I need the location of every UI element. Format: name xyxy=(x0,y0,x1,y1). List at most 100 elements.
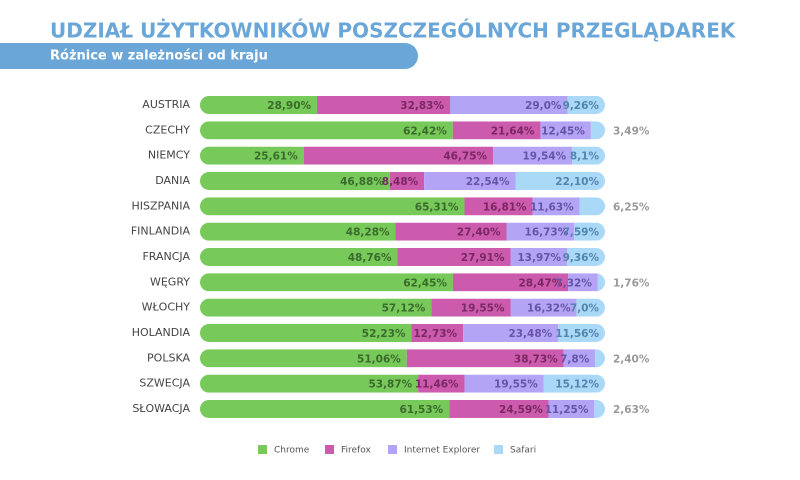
value-label: 28,47% xyxy=(518,277,562,289)
bar-segment xyxy=(303,146,494,165)
bar-segment xyxy=(568,273,598,292)
value-label: 32,83% xyxy=(400,100,444,112)
value-label: 9,26% xyxy=(563,100,600,112)
bar-segment xyxy=(200,146,304,165)
bar-segment xyxy=(590,121,605,140)
legend-swatch xyxy=(494,445,503,454)
value-label: 9,36% xyxy=(563,252,600,264)
bar-segment xyxy=(464,197,533,216)
bar-segment xyxy=(576,298,605,317)
category-label: WĘGRY xyxy=(150,275,190,288)
value-label: 57,12% xyxy=(382,303,426,315)
bar-segment xyxy=(595,349,605,368)
value-label: 2,40% xyxy=(613,353,650,365)
value-label: 29,0% xyxy=(525,100,562,112)
bar-segment xyxy=(395,222,507,241)
legend-label: Chrome xyxy=(274,446,310,456)
bar-segment xyxy=(540,121,591,140)
bar-segment xyxy=(200,96,318,114)
value-label: 12,73% xyxy=(413,328,457,340)
value-label: 65,31% xyxy=(415,201,459,213)
bar-segment xyxy=(543,374,605,393)
bar-segment xyxy=(200,323,412,342)
bar-segment xyxy=(200,349,407,368)
value-label: 51,06% xyxy=(357,353,401,365)
value-label: 52,23% xyxy=(362,328,406,340)
legend-label: Safari xyxy=(510,446,536,456)
value-label: 7,8% xyxy=(560,353,590,365)
value-label: 24,59% xyxy=(499,404,543,416)
bar-segment xyxy=(200,222,396,241)
value-label: 38,73% xyxy=(514,353,558,365)
bar-row xyxy=(200,171,605,190)
bar-segment xyxy=(200,399,450,418)
bar-row xyxy=(200,96,605,114)
category-label: FINLANDIA xyxy=(131,225,191,238)
category-label: NIEMCY xyxy=(148,149,190,162)
value-label: 3,49% xyxy=(613,125,650,137)
value-label: 53,87% xyxy=(368,379,412,391)
bar-row xyxy=(200,197,605,216)
value-label: 11,63% xyxy=(530,201,574,213)
bar-segment xyxy=(548,399,595,418)
bar-row xyxy=(200,374,605,393)
value-label: 28,90% xyxy=(267,100,311,112)
bar-segment xyxy=(431,298,511,317)
bar-segment xyxy=(567,247,605,266)
value-label: 16,81% xyxy=(483,201,527,213)
value-label: 62,45% xyxy=(403,277,447,289)
bar-segment xyxy=(200,374,419,393)
bar-segment xyxy=(558,323,605,342)
category-label: WŁOCHY xyxy=(142,301,191,314)
value-label: 12,45% xyxy=(541,125,585,137)
bar-row xyxy=(200,399,605,418)
bar-row xyxy=(200,349,605,368)
bar-row xyxy=(200,323,605,342)
bar-segment xyxy=(574,222,605,241)
value-label: 8,1% xyxy=(570,151,600,163)
value-label: 27,40% xyxy=(457,227,501,239)
value-label: 13,97% xyxy=(517,252,561,264)
value-label: 11,25% xyxy=(545,404,589,416)
bar-segment xyxy=(200,247,398,266)
bar-segment xyxy=(449,399,549,418)
value-label: 48,28% xyxy=(346,227,390,239)
chart-title: UDZIAŁ UŻYTKOWNIKÓW POSZCZEGÓLNYCH PRZEG… xyxy=(50,19,737,43)
category-label: SZWECJA xyxy=(139,377,190,390)
bar-segment xyxy=(450,96,568,114)
value-label: 46,75% xyxy=(443,151,487,163)
bar-row xyxy=(200,146,605,165)
legend-swatch xyxy=(388,445,397,454)
bar-row xyxy=(200,298,605,317)
bar-segment xyxy=(597,273,605,292)
bar-row xyxy=(200,273,605,292)
bar-segment xyxy=(567,96,605,114)
bar-segment xyxy=(452,273,569,292)
subtitle-banner xyxy=(0,43,418,69)
value-label: 61,53% xyxy=(399,404,443,416)
value-label: 6,25% xyxy=(613,201,650,213)
bar-segment xyxy=(506,222,575,241)
legend-label: Internet Explorer xyxy=(404,446,480,456)
bar-segment xyxy=(317,96,451,114)
bar-segment xyxy=(418,374,465,393)
bar-row xyxy=(200,247,605,266)
value-label: 19,55% xyxy=(494,379,538,391)
bar-segment xyxy=(579,197,605,216)
bar-segment xyxy=(200,121,453,140)
value-label: 22,54% xyxy=(466,176,510,188)
bar-segment xyxy=(424,171,516,190)
category-label: SŁOWACJA xyxy=(132,402,190,415)
value-label: 46,88% xyxy=(340,176,384,188)
value-label: 7,32% xyxy=(555,277,592,289)
bar-segment xyxy=(389,171,425,190)
value-label: 22,10% xyxy=(555,176,599,188)
value-label: 19,55% xyxy=(461,303,505,315)
value-label: 62,42% xyxy=(403,125,447,137)
bar-segment xyxy=(563,349,596,368)
value-label: 7,59% xyxy=(563,227,600,239)
bar-row xyxy=(200,121,605,140)
bar-segment xyxy=(397,247,511,266)
value-label: 21,64% xyxy=(491,125,535,137)
